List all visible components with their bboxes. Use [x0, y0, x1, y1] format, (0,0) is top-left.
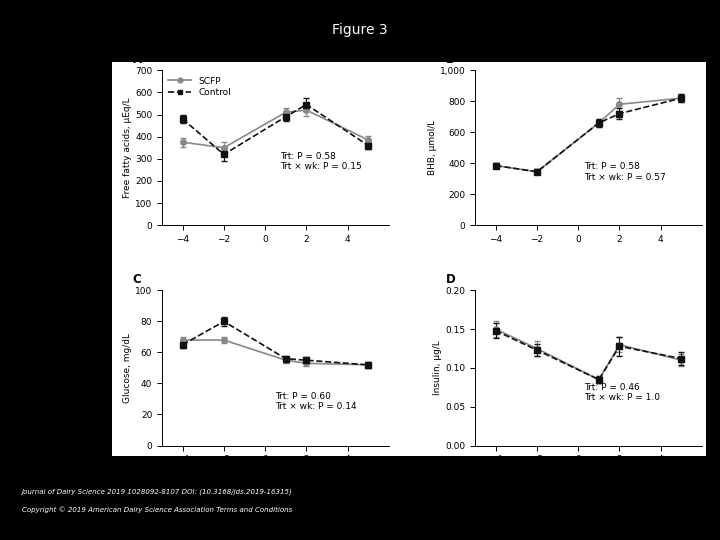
- Text: Figure 3: Figure 3: [332, 23, 388, 37]
- Text: C: C: [132, 273, 141, 286]
- Text: Trt: P = 0.60
Trt × wk: P = 0.14: Trt: P = 0.60 Trt × wk: P = 0.14: [276, 392, 357, 411]
- X-axis label: Week in lactation: Week in lactation: [224, 468, 327, 478]
- Text: Trt: P = 0.58
Trt × wk: P = 0.57: Trt: P = 0.58 Trt × wk: P = 0.57: [584, 163, 666, 182]
- X-axis label: Week in lactation: Week in lactation: [537, 468, 640, 478]
- Y-axis label: Insulin, μg/L: Insulin, μg/L: [433, 341, 443, 395]
- Text: Copyright © 2019 American Dairy Science Association Terms and Conditions: Copyright © 2019 American Dairy Science …: [22, 507, 292, 513]
- Text: Trt: P = 0.46
Trt × wk: P = 1.0: Trt: P = 0.46 Trt × wk: P = 1.0: [584, 383, 660, 402]
- Text: D: D: [446, 273, 455, 286]
- Text: B: B: [446, 52, 454, 65]
- Y-axis label: Glucose, mg/dL: Glucose, mg/dL: [123, 333, 132, 403]
- Legend: SCFP, Control: SCFP, Control: [166, 75, 233, 99]
- Y-axis label: BHB, μmol/L: BHB, μmol/L: [428, 120, 437, 176]
- Text: A: A: [132, 52, 142, 65]
- Text: Trt: P = 0.58
Trt × wk: P = 0.15: Trt: P = 0.58 Trt × wk: P = 0.15: [280, 152, 361, 171]
- Y-axis label: Free fatty acids, μEq/L: Free fatty acids, μEq/L: [123, 97, 132, 198]
- Text: Journal of Dairy Science 2019 1028092-8107 DOI: (10.3168/jds.2019-16315): Journal of Dairy Science 2019 1028092-81…: [22, 489, 292, 495]
